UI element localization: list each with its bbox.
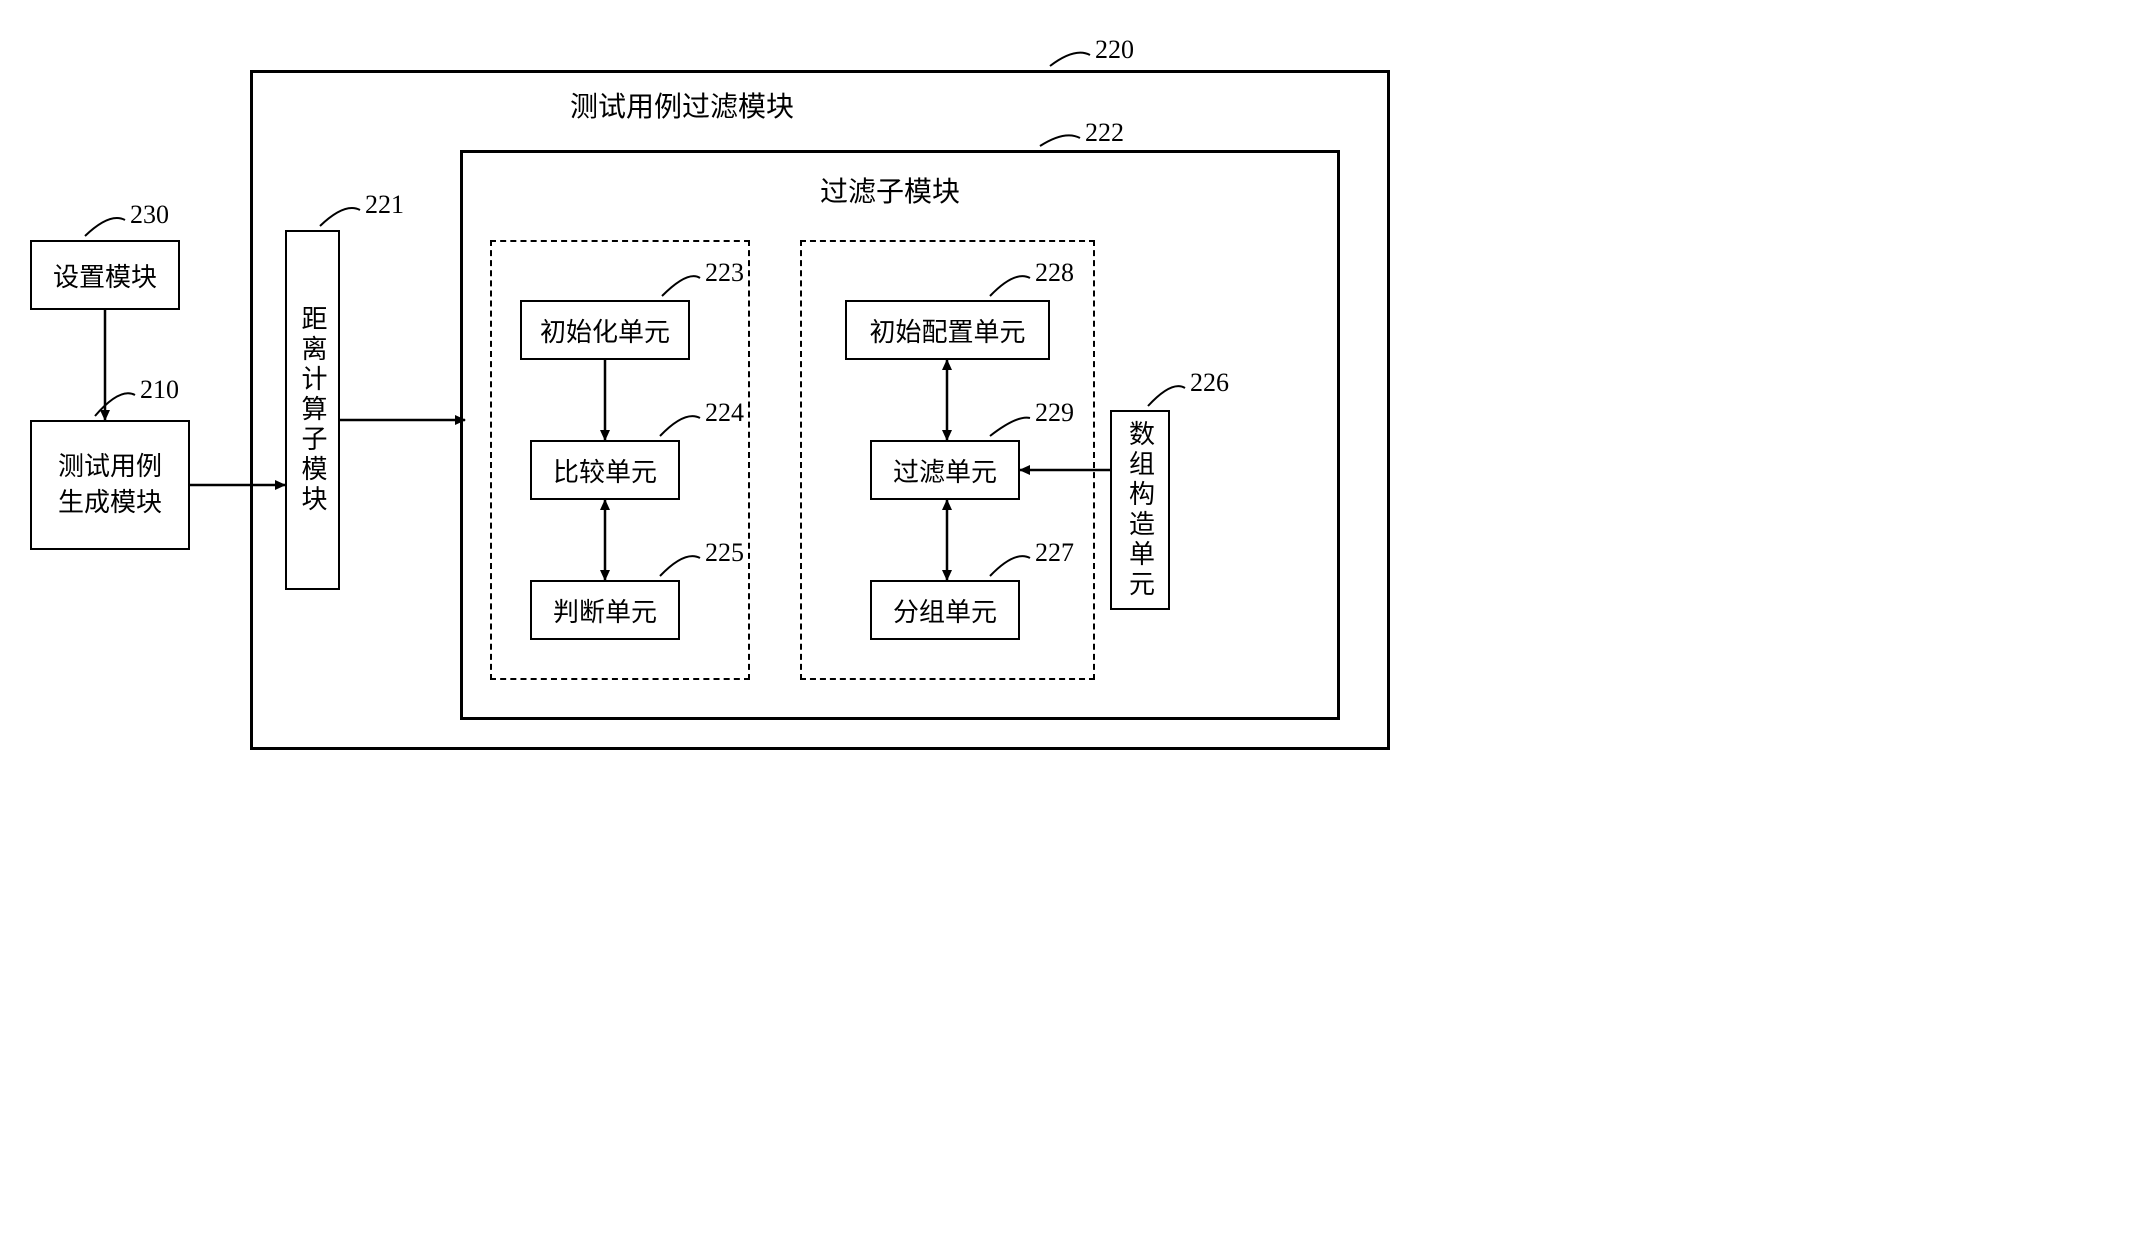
box-init-unit: 初始化单元 [520, 300, 690, 360]
box-settings-module: 设置模块 [30, 240, 180, 310]
box-group-unit: 分组单元 [870, 580, 1020, 640]
box-filter-unit: 过滤单元 [870, 440, 1020, 500]
box-label: 比较单元 [549, 448, 661, 493]
ref-label-228: 228 [1035, 258, 1074, 288]
ref-label-223: 223 [705, 258, 744, 288]
box-label: 测试用例 生成模块 [54, 445, 166, 526]
box-label: 判断单元 [549, 588, 661, 633]
box-judge-unit: 判断单元 [530, 580, 680, 640]
box-label: 初始化单元 [536, 308, 674, 353]
box-label: 数组构造单元 [1118, 416, 1163, 604]
box-testcase-gen-module: 测试用例 生成模块 [30, 420, 190, 550]
ref-label-224: 224 [705, 398, 744, 428]
container-title-222: 过滤子模块 [820, 170, 960, 210]
box-label: 初始配置单元 [865, 308, 1029, 353]
ref-label-210: 210 [140, 375, 179, 405]
ref-label-230: 230 [130, 200, 169, 230]
box-distance-calc-sub: 距离计算子模块 [285, 230, 340, 590]
block-diagram: 测试用例过滤模块 过滤子模块 设置模块 测试用例 生成模块 距离计算子模块 初始… [20, 20, 1420, 770]
ref-label-227: 227 [1035, 538, 1074, 568]
ref-label-221: 221 [365, 190, 404, 220]
box-label: 设置模块 [49, 253, 161, 298]
box-label: 距离计算子模块 [290, 301, 335, 519]
ref-label-220: 220 [1095, 35, 1134, 65]
ref-label-226: 226 [1190, 368, 1229, 398]
box-compare-unit: 比较单元 [530, 440, 680, 500]
box-init-config-unit: 初始配置单元 [845, 300, 1050, 360]
box-array-construct-unit: 数组构造单元 [1110, 410, 1170, 610]
container-title-220: 测试用例过滤模块 [570, 85, 794, 125]
ref-label-225: 225 [705, 538, 744, 568]
ref-label-222: 222 [1085, 118, 1124, 148]
box-label: 分组单元 [889, 588, 1001, 633]
ref-label-229: 229 [1035, 398, 1074, 428]
box-label: 过滤单元 [889, 448, 1001, 493]
